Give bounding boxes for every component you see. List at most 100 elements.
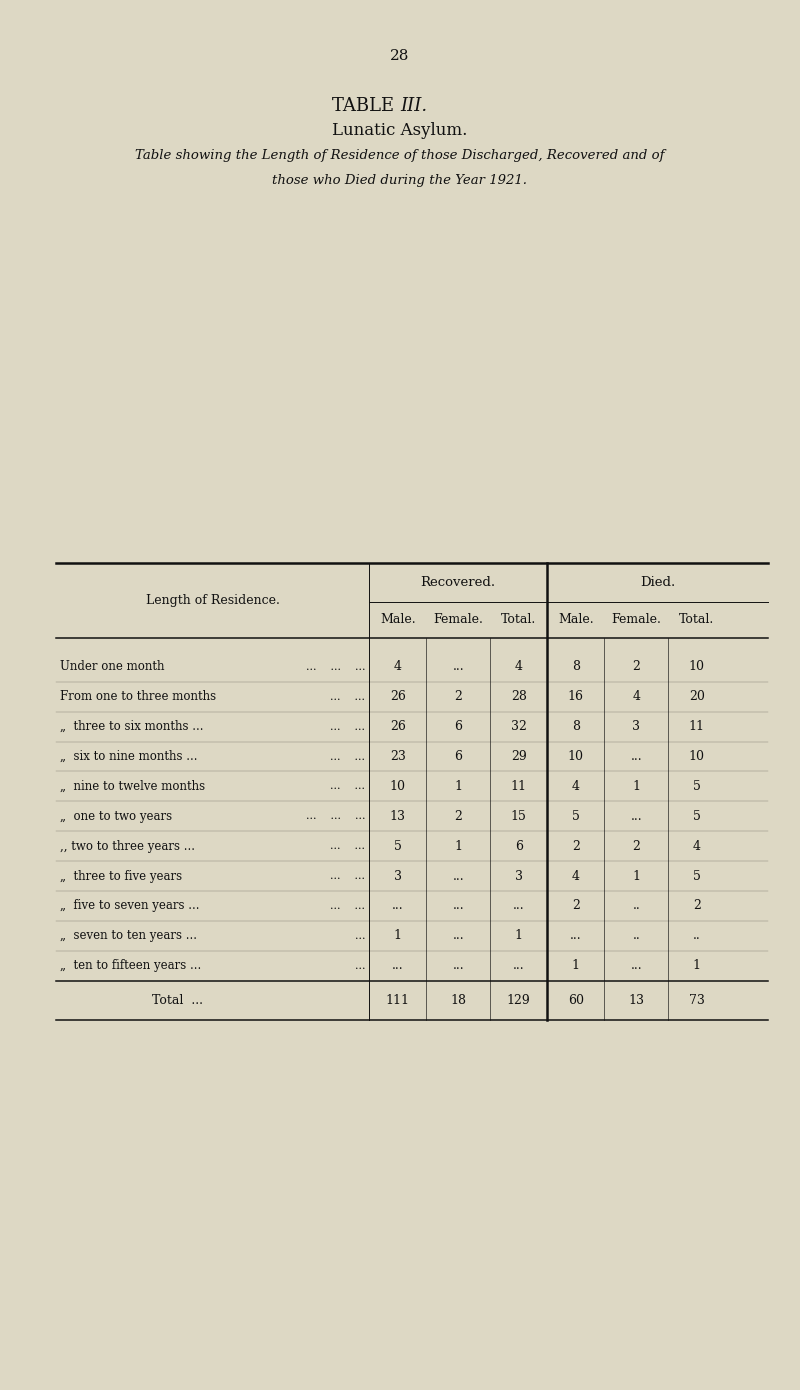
Text: ...    ...: ... ... (330, 841, 366, 851)
Text: 13: 13 (390, 810, 406, 823)
Text: 13: 13 (628, 994, 644, 1006)
Text: Total.: Total. (501, 613, 537, 627)
Text: ...    ...: ... ... (330, 752, 366, 762)
Text: 1: 1 (572, 959, 580, 972)
Text: 1: 1 (632, 870, 640, 883)
Text: 20: 20 (689, 691, 705, 703)
Text: III.: III. (400, 97, 427, 115)
Text: Lunatic Asylum.: Lunatic Asylum. (332, 122, 468, 139)
Text: Male.: Male. (558, 613, 594, 627)
Text: 11: 11 (689, 720, 705, 733)
Text: 8: 8 (572, 660, 580, 673)
Text: „  three to five years: „ three to five years (60, 870, 182, 883)
Text: 111: 111 (386, 994, 410, 1006)
Text: From one to three months: From one to three months (60, 691, 216, 703)
Text: ...    ...    ...: ... ... ... (306, 812, 366, 821)
Text: TABLE: TABLE (332, 97, 400, 115)
Text: 5: 5 (693, 870, 701, 883)
Text: Female.: Female. (611, 613, 662, 627)
Text: Length of Residence.: Length of Residence. (146, 594, 279, 607)
Text: ...: ... (453, 959, 464, 972)
Text: ...    ...    ...: ... ... ... (306, 662, 366, 671)
Text: 4: 4 (514, 660, 522, 673)
Text: ...: ... (513, 899, 525, 912)
Text: ...: ... (354, 960, 366, 970)
Text: 4: 4 (572, 780, 580, 792)
Text: „  six to nine months ...: „ six to nine months ... (60, 751, 198, 763)
Text: „  three to six months ...: „ three to six months ... (60, 720, 203, 733)
Text: 2: 2 (572, 899, 580, 912)
Text: Male.: Male. (380, 613, 415, 627)
Text: 23: 23 (390, 751, 406, 763)
Text: 26: 26 (390, 720, 406, 733)
Text: 2: 2 (572, 840, 580, 852)
Text: ...    ...: ... ... (330, 872, 366, 881)
Text: 60: 60 (568, 994, 584, 1006)
Text: 5: 5 (693, 780, 701, 792)
Text: „  one to two years: „ one to two years (60, 810, 172, 823)
Text: 6: 6 (454, 751, 462, 763)
Text: 18: 18 (450, 994, 466, 1006)
Text: Female.: Female. (434, 613, 483, 627)
Text: ...: ... (453, 660, 464, 673)
Text: 15: 15 (511, 810, 526, 823)
Text: Under one month: Under one month (60, 660, 165, 673)
Text: „  five to seven years ...: „ five to seven years ... (60, 899, 199, 912)
Text: 2: 2 (693, 899, 701, 912)
Text: ...: ... (453, 870, 464, 883)
Text: ...    ...: ... ... (330, 781, 366, 791)
Text: „  seven to ten years ...: „ seven to ten years ... (60, 930, 197, 942)
Text: 32: 32 (511, 720, 526, 733)
Text: Recovered.: Recovered. (421, 575, 496, 589)
Text: 2: 2 (632, 840, 640, 852)
Text: ...    ...: ... ... (330, 901, 366, 910)
Text: ...: ... (453, 930, 464, 942)
Text: 4: 4 (632, 691, 640, 703)
Text: 4: 4 (394, 660, 402, 673)
Text: 28: 28 (390, 49, 410, 63)
Text: Died.: Died. (640, 575, 675, 589)
Text: ...: ... (630, 959, 642, 972)
Text: 6: 6 (454, 720, 462, 733)
Text: ..: .. (633, 930, 640, 942)
Text: 6: 6 (514, 840, 522, 852)
Text: 11: 11 (510, 780, 526, 792)
Text: ,, two to three years ...: ,, two to three years ... (60, 840, 195, 852)
Text: ...    ...: ... ... (330, 721, 366, 731)
Text: 129: 129 (507, 994, 530, 1006)
Text: 73: 73 (689, 994, 705, 1006)
Text: ...    ...: ... ... (330, 692, 366, 702)
Text: 1: 1 (693, 959, 701, 972)
Text: ...: ... (392, 899, 403, 912)
Text: ...: ... (630, 751, 642, 763)
Text: 28: 28 (511, 691, 526, 703)
Text: 2: 2 (632, 660, 640, 673)
Text: 4: 4 (693, 840, 701, 852)
Text: ...: ... (513, 959, 525, 972)
Text: 3: 3 (394, 870, 402, 883)
Text: 10: 10 (390, 780, 406, 792)
Text: 2: 2 (454, 691, 462, 703)
Text: Total  ...: Total ... (152, 994, 203, 1006)
Text: Table showing the Length of Residence of those Discharged, Recovered and of: Table showing the Length of Residence of… (135, 149, 665, 161)
Text: 10: 10 (689, 660, 705, 673)
Text: 1: 1 (454, 840, 462, 852)
Text: 16: 16 (568, 691, 584, 703)
Text: 29: 29 (511, 751, 526, 763)
Text: ..: .. (633, 899, 640, 912)
Text: 1: 1 (632, 780, 640, 792)
Text: 10: 10 (689, 751, 705, 763)
Text: 2: 2 (454, 810, 462, 823)
Text: 5: 5 (572, 810, 580, 823)
Text: 1: 1 (394, 930, 402, 942)
Text: those who Died during the Year 1921.: those who Died during the Year 1921. (273, 174, 527, 186)
Text: ...: ... (453, 899, 464, 912)
Text: 1: 1 (454, 780, 462, 792)
Text: ...: ... (630, 810, 642, 823)
Text: 8: 8 (572, 720, 580, 733)
Text: „  ten to fifteen years ...: „ ten to fifteen years ... (60, 959, 202, 972)
Text: 10: 10 (568, 751, 584, 763)
Text: Total.: Total. (679, 613, 714, 627)
Text: 4: 4 (572, 870, 580, 883)
Text: ..: .. (693, 930, 701, 942)
